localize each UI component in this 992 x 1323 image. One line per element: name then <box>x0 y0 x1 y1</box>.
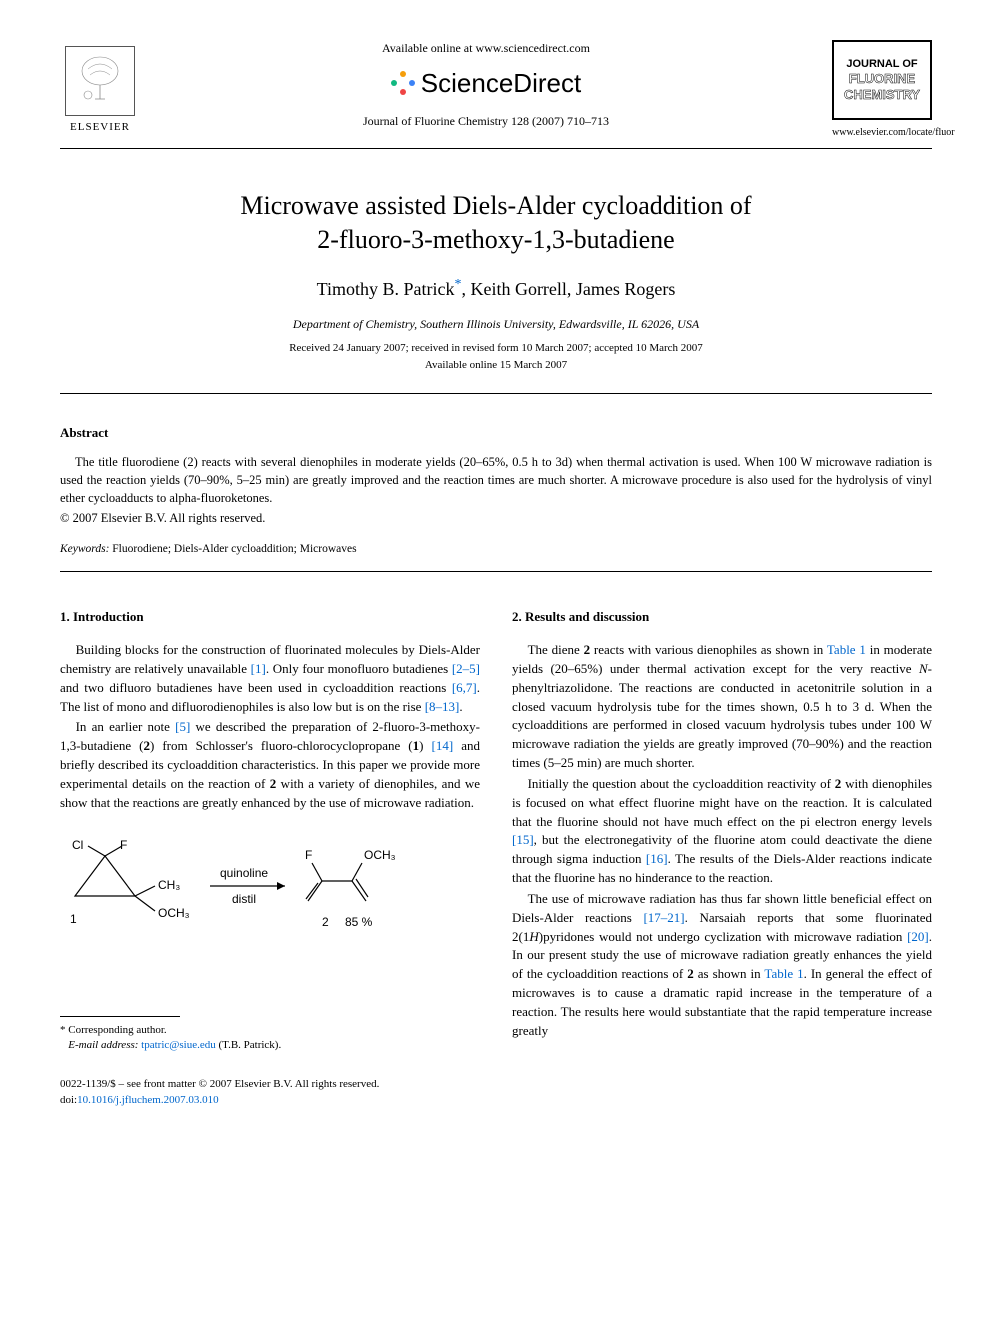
abstract-section: Abstract The title fluorodiene (2) react… <box>60 424 932 557</box>
header-rule <box>60 148 932 149</box>
author-3: James Rogers <box>576 279 675 299</box>
label-yield: 85 % <box>345 915 373 929</box>
column-right: 2. Results and discussion The diene 2 re… <box>512 608 932 1053</box>
t: ) from Schlosser's fluoro-chlorocyclopro… <box>150 738 413 753</box>
ital-h: H <box>529 929 538 944</box>
elsevier-text: ELSEVIER <box>70 120 130 135</box>
t: reacts with various dienophiles as shown… <box>590 642 827 657</box>
ital-n: N <box>919 661 928 676</box>
t: The diene <box>528 642 584 657</box>
section-1-heading: 1. Introduction <box>60 608 480 627</box>
sciencedirect-logo: ScienceDirect <box>160 65 812 101</box>
column-left: 1. Introduction Building blocks for the … <box>60 608 480 1053</box>
t: . Only four monofluoro butadienes <box>266 661 452 676</box>
corresponding-author-footnote: * Corresponding author. E-mail address: … <box>60 1023 480 1054</box>
doi-link[interactable]: 10.1016/j.jfluchem.2007.03.010 <box>77 1094 218 1106</box>
cite-17-21[interactable]: [17–21] <box>643 910 684 925</box>
cite-2-5[interactable]: [2–5] <box>452 661 480 676</box>
keywords-label: Keywords: <box>60 543 109 555</box>
cite-20[interactable]: [20] <box>907 929 929 944</box>
cite-1[interactable]: [1] <box>251 661 266 676</box>
journal-logo-box: JOURNAL OF FLUORINE CHEMISTRY <box>832 40 932 120</box>
footnote-separator <box>60 1016 180 1017</box>
title-line2: 2-fluoro-3-methoxy-1,3-butadiene <box>317 225 674 254</box>
cite-14[interactable]: [14] <box>432 738 454 753</box>
intro-p2: In an earlier note [5] we described the … <box>60 718 480 812</box>
received-dates: Received 24 January 2007; received in re… <box>60 341 932 356</box>
abstract-rule <box>60 571 932 572</box>
elsevier-tree-icon <box>65 46 135 116</box>
cite-8-13[interactable]: [8–13] <box>425 699 460 714</box>
email-label: E-mail address: <box>68 1039 138 1051</box>
cite-16[interactable]: [16] <box>646 851 668 866</box>
results-p3: The use of microwave radiation has thus … <box>512 890 932 1041</box>
available-online-text: Available online at www.sciencedirect.co… <box>160 40 812 57</box>
t: as shown in <box>694 966 765 981</box>
label-och3-2: OCH₃ <box>364 848 396 862</box>
results-p1: The diene 2 reacts with various dienophi… <box>512 641 932 773</box>
t: . <box>459 699 462 714</box>
title-line1: Microwave assisted Diels-Alder cycloaddi… <box>240 191 751 220</box>
journal-logo: JOURNAL OF FLUORINE CHEMISTRY www.elsevi… <box>832 40 932 140</box>
cite-5[interactable]: [5] <box>175 719 190 734</box>
elsevier-logo: ELSEVIER <box>60 40 140 135</box>
journal-url: www.elsevier.com/locate/fluor <box>832 126 932 140</box>
label-compound-2: 2 <box>322 915 329 929</box>
email-tail: (T.B. Patrick). <box>216 1039 281 1051</box>
journal-logo-line2: FLUORINE <box>838 71 926 87</box>
footnote-corr: * Corresponding author. <box>60 1023 480 1038</box>
footnote-email-line: E-mail address: tpatric@siue.edu (T.B. P… <box>60 1038 480 1053</box>
label-compound-1: 1 <box>70 912 77 926</box>
body-columns: 1. Introduction Building blocks for the … <box>60 608 932 1053</box>
corresponding-mark: * <box>454 277 461 292</box>
email-address[interactable]: tpatric@siue.edu <box>138 1039 215 1051</box>
label-f: F <box>120 838 127 852</box>
abstract-copyright: © 2007 Elsevier B.V. All rights reserved… <box>60 509 932 527</box>
label-och3-1: OCH₃ <box>158 906 190 920</box>
keywords-text: Fluorodiene; Diels-Alder cycloaddition; … <box>109 543 356 555</box>
center-header: Available online at www.sciencedirect.co… <box>140 40 832 130</box>
affiliation: Department of Chemistry, Southern Illino… <box>60 316 932 333</box>
section-2-heading: 2. Results and discussion <box>512 608 932 627</box>
label-arrow-bottom: distil <box>232 892 256 906</box>
keywords-line: Keywords: Fluorodiene; Diels-Alder cyclo… <box>60 541 932 557</box>
cite-table-1[interactable]: Table 1 <box>827 642 866 657</box>
t: In an earlier note <box>76 719 176 734</box>
sciencedirect-dots-icon <box>391 71 415 95</box>
footer-copyright: 0022-1139/$ – see front matter © 2007 El… <box>60 1077 932 1092</box>
article-title: Microwave assisted Diels-Alder cycloaddi… <box>60 189 932 257</box>
label-arrow-top: quinoline <box>220 866 268 880</box>
t: Initially the question about the cycload… <box>528 776 835 791</box>
label-cl: Cl <box>72 838 83 852</box>
abstract-text: The title fluorodiene (2) reacts with se… <box>60 453 932 507</box>
cite-15[interactable]: [15] <box>512 832 534 847</box>
available-online-date: Available online 15 March 2007 <box>60 358 932 373</box>
author-2: Keith Gorrell <box>470 279 566 299</box>
t: -phenyltriazolidone. The reactions are c… <box>512 661 932 770</box>
journal-reference: Journal of Fluorine Chemistry 128 (2007)… <box>160 113 812 130</box>
journal-logo-line3: CHEMISTRY <box>838 87 926 103</box>
page-header: ELSEVIER Available online at www.science… <box>60 40 932 140</box>
footer-meta: 0022-1139/$ – see front matter © 2007 El… <box>60 1077 932 1108</box>
journal-logo-line1: JOURNAL OF <box>838 58 926 71</box>
cite-6-7[interactable]: [6,7] <box>452 680 477 695</box>
title-rule <box>60 393 932 394</box>
reaction-scheme: Cl F CH₃ OCH₃ 1 quinoline distil F <box>60 831 480 946</box>
t: ) <box>419 738 431 753</box>
sciencedirect-text: ScienceDirect <box>421 65 581 101</box>
cite-table-1b[interactable]: Table 1 <box>764 966 803 981</box>
footer-doi-line: doi:10.1016/j.jfluchem.2007.03.010 <box>60 1093 932 1108</box>
intro-p1: Building blocks for the construction of … <box>60 641 480 716</box>
abstract-heading: Abstract <box>60 424 932 442</box>
t: and two difluoro butadienes have been us… <box>60 680 452 695</box>
doi-label: doi: <box>60 1094 77 1106</box>
authors: Timothy B. Patrick*, Keith Gorrell, Jame… <box>60 275 932 302</box>
author-1: Timothy B. Patrick <box>317 279 455 299</box>
results-p2: Initially the question about the cycload… <box>512 775 932 888</box>
t: )pyridones would not undergo cyclization… <box>539 929 907 944</box>
label-f-2: F <box>305 848 312 862</box>
label-ch3: CH₃ <box>158 878 180 892</box>
